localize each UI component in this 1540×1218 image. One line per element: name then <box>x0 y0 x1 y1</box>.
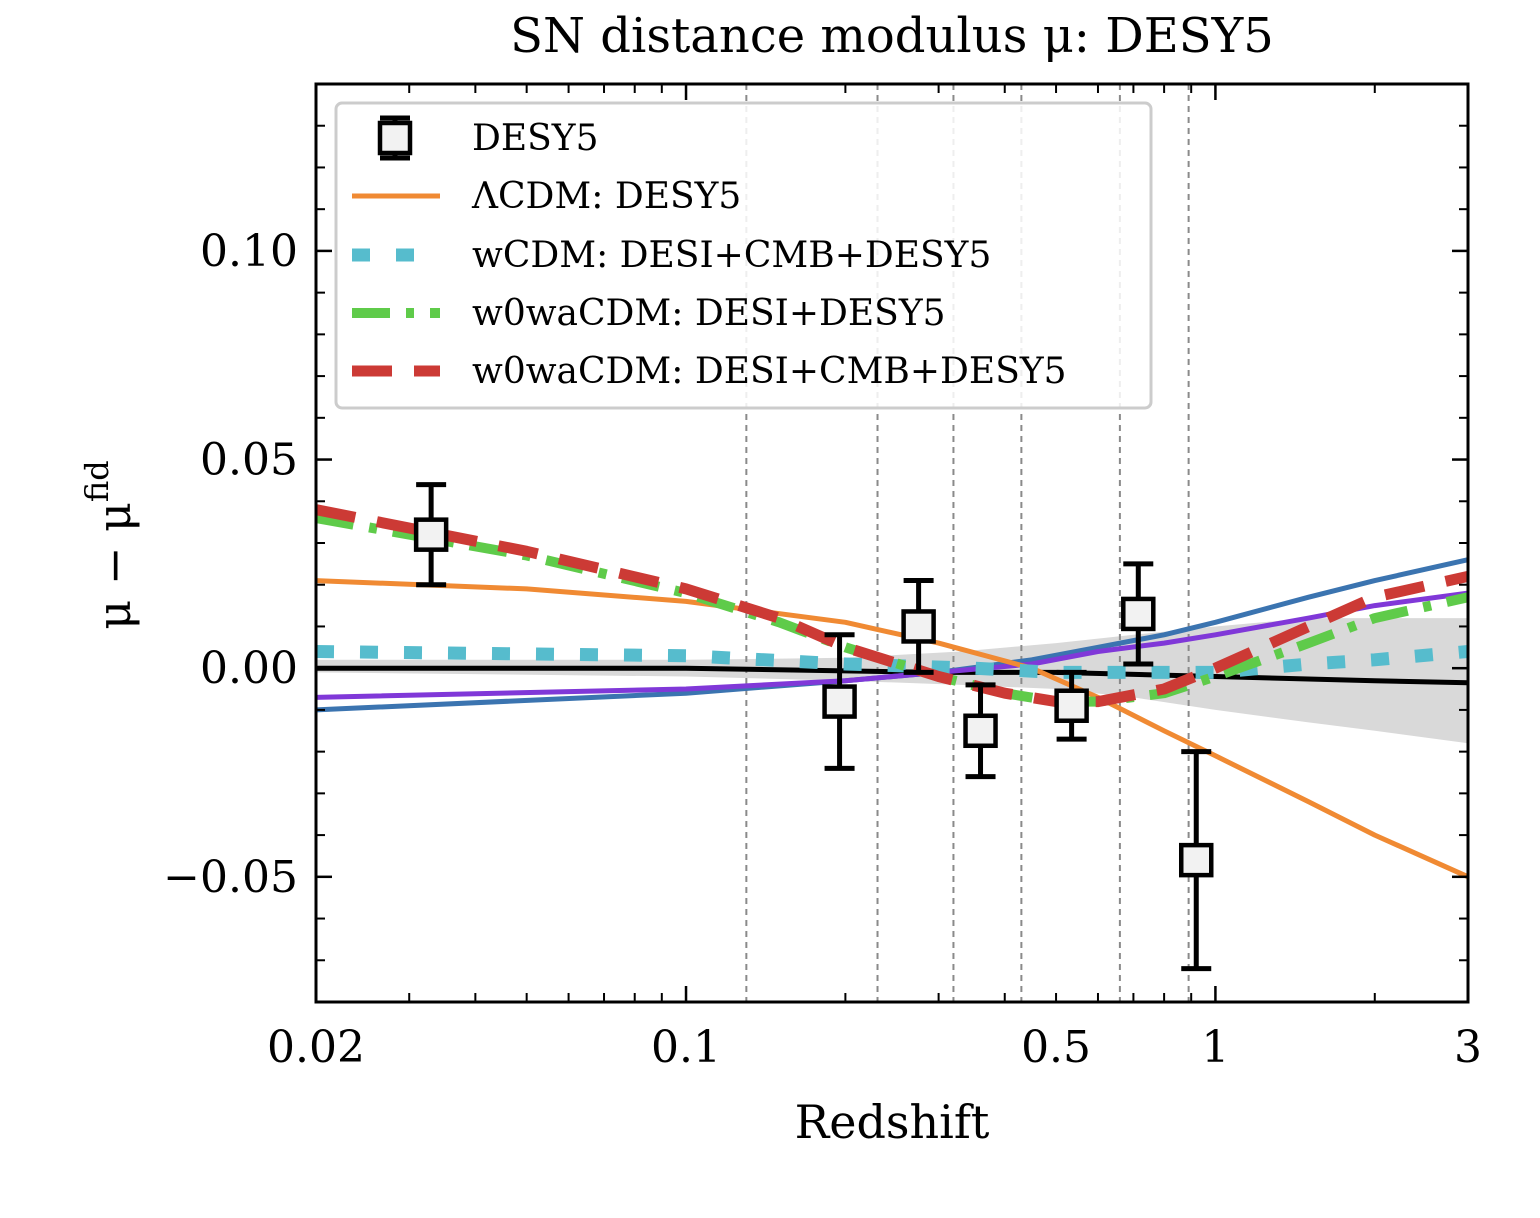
legend-marker <box>377 120 413 156</box>
legend-label: ΛCDM: DESY5 <box>471 176 741 217</box>
legend-item: w0waCDM: DESI+CMB+DESY5 <box>352 351 1067 392</box>
chart-title: SN distance modulus μ: DESY5 <box>510 8 1274 64</box>
y-tick-label: −0.05 <box>163 852 298 903</box>
data-point <box>822 632 857 771</box>
x-tick-label: 1 <box>1201 1022 1229 1073</box>
y-axis-label-sup: fid <box>78 460 116 502</box>
point-marker <box>822 684 857 719</box>
legend-item: wCDM: DESI+CMB+DESY5 <box>352 235 991 276</box>
point-marker <box>963 713 998 749</box>
x-tick-label: 0.1 <box>651 1022 721 1073</box>
data-point <box>963 682 998 780</box>
series-line-w0wacdm-desi-cmb-desy5 <box>316 504 1468 708</box>
series-line--cdm-desy5 <box>316 578 1468 880</box>
point-marker <box>1121 596 1156 632</box>
point-marker <box>413 517 449 552</box>
y-tick-label: 0.10 <box>200 226 298 277</box>
data-point <box>1121 561 1156 667</box>
legend-item: DESY5 <box>377 115 598 161</box>
legend: DESY5 ΛCDM: DESY5 wCDM: DESI+CMB+DESY5 w0wa… <box>334 101 1153 410</box>
series-line-unlabeled-6 <box>316 665 1468 686</box>
legend-label: wCDM: DESI+CMB+DESY5 <box>472 235 991 276</box>
y-tick-label: 0.00 <box>200 643 298 694</box>
x-tick-label: 0.02 <box>267 1022 365 1073</box>
confidence-band <box>316 618 1468 744</box>
point-marker <box>1054 688 1089 723</box>
legend-box <box>334 101 1153 410</box>
data-point <box>901 578 936 675</box>
data-point <box>1054 669 1089 742</box>
point-marker <box>1178 842 1214 878</box>
series-line-wcdm-desi-cmb-desy5 <box>316 645 1468 679</box>
x-axis-label: Redshift <box>795 1095 990 1149</box>
legend-label: w0waCDM: DESI+CMB+DESY5 <box>472 351 1067 392</box>
y-axis-label: μ − μfid <box>78 460 141 629</box>
legend-label: DESY5 <box>472 118 598 159</box>
legend-item: ΛCDM: DESY5 <box>352 176 741 217</box>
x-tick-label: 0.5 <box>1021 1022 1091 1073</box>
data-point <box>1178 749 1214 972</box>
point-marker <box>901 609 936 644</box>
x-tick-label: 3 <box>1454 1022 1482 1073</box>
legend-label: w0waCDM: DESI+DESY5 <box>472 293 946 334</box>
y-axis-label-main: μ − μ <box>87 502 141 630</box>
legend-item: w0waCDM: DESI+DESY5 <box>352 293 946 334</box>
data-point <box>413 482 449 588</box>
y-tick-label: 0.05 <box>200 435 298 486</box>
